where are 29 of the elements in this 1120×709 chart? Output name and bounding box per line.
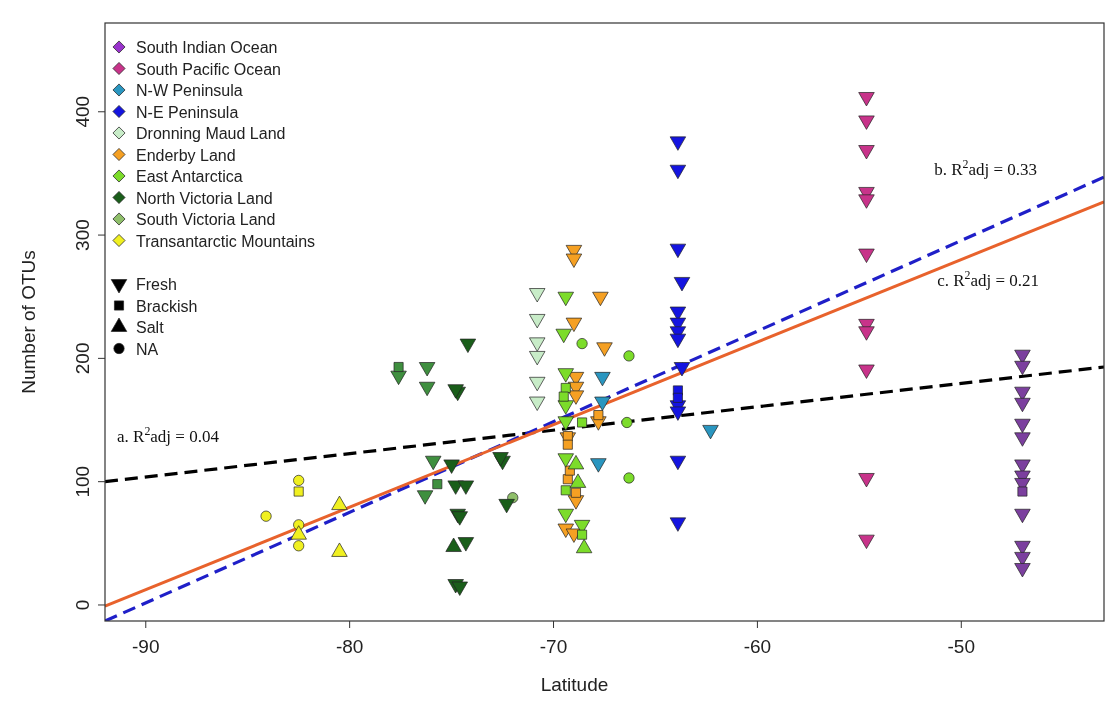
legend-label: North Victoria Land [136, 189, 273, 207]
annotation: a. R$^{2}$adj = 0.04 [116, 423, 220, 446]
annotation: b. R$^{2}$adj = 0.33 [934, 157, 1038, 180]
x-tick-label: -70 [539, 636, 568, 657]
legend-label: NA [136, 340, 159, 358]
x-axis-title: Latitude [540, 674, 609, 695]
y-tick-label: 0 [72, 599, 93, 611]
legend-label: Fresh [136, 276, 177, 293]
legend-label: South Indian Ocean [136, 39, 278, 56]
legend-label: South Pacific Ocean [136, 60, 281, 78]
x-tick-label: -60 [743, 636, 772, 657]
y-tick-label: 200 [72, 342, 93, 375]
x-tick-label: -80 [335, 636, 364, 657]
legend-label: N-W Peninsula [136, 82, 243, 99]
legend-label: N-E Peninsula [136, 103, 239, 121]
y-tick-label: 100 [72, 465, 93, 498]
annotation: c. R$^{2}$adj = 0.21 [937, 268, 1040, 291]
y-axis-title: Number of OTUs [18, 250, 39, 394]
legend-label: South Victoria Land [136, 211, 276, 228]
legend-label: Brackish [136, 297, 198, 315]
legend-label: Transantarctic Mountains [136, 232, 316, 250]
legend-label: East Antarctica [136, 168, 243, 185]
legend-label: Salt [136, 319, 165, 336]
legend-label: Dronning Maud Land [136, 125, 286, 142]
x-tick-label: -50 [947, 636, 976, 657]
y-tick-label: 400 [72, 95, 93, 128]
legend-label: Enderby Land [136, 146, 236, 164]
y-tick-label: 300 [72, 219, 93, 251]
x-tick-label: -90 [132, 636, 160, 657]
